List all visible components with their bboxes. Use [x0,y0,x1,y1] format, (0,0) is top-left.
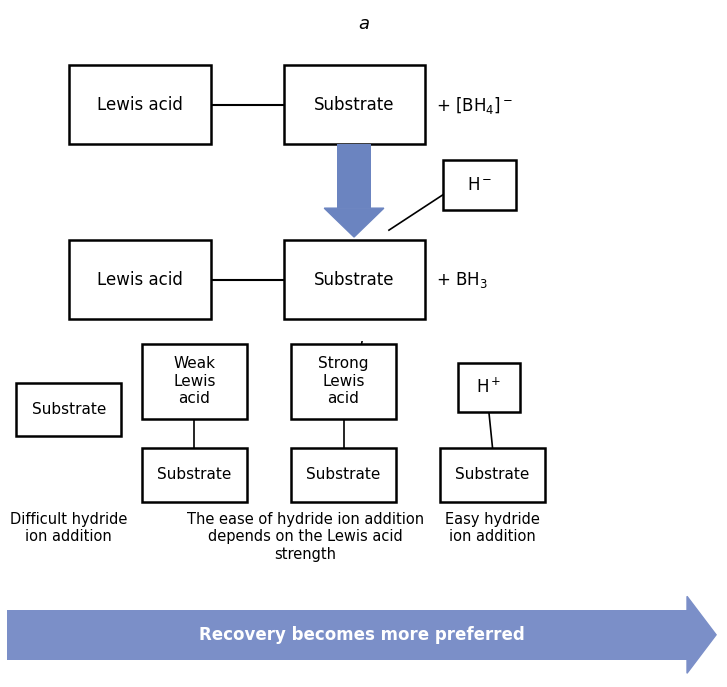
Text: + BH$_3$: + BH$_3$ [436,270,488,291]
FancyBboxPatch shape [337,144,371,208]
Text: Substrate: Substrate [306,467,381,482]
FancyBboxPatch shape [443,160,516,210]
Polygon shape [687,596,716,673]
FancyBboxPatch shape [16,383,121,436]
FancyBboxPatch shape [291,344,396,419]
Text: Substrate: Substrate [455,467,530,482]
Text: Difficult hydride
ion addition: Difficult hydride ion addition [9,512,127,544]
Polygon shape [324,208,384,237]
FancyBboxPatch shape [440,448,545,502]
Text: Substrate: Substrate [157,467,232,482]
FancyBboxPatch shape [69,65,211,144]
FancyBboxPatch shape [142,344,247,419]
Text: The ease of hydride ion addition
depends on the Lewis acid
strength: The ease of hydride ion addition depends… [187,512,424,561]
FancyBboxPatch shape [7,610,687,660]
Text: Lewis acid: Lewis acid [97,271,183,289]
Text: Lewis acid: Lewis acid [97,95,183,114]
FancyBboxPatch shape [291,448,396,502]
Text: b: b [358,341,369,359]
Text: Recovery becomes more preferred: Recovery becomes more preferred [198,626,525,644]
Text: Weak
Lewis
acid: Weak Lewis acid [173,357,216,406]
Text: Substrate: Substrate [314,271,395,289]
FancyBboxPatch shape [458,363,520,412]
Text: a: a [358,15,369,33]
FancyBboxPatch shape [142,448,247,502]
Text: Strong
Lewis
acid: Strong Lewis acid [318,357,369,406]
Text: Substrate: Substrate [314,95,395,114]
FancyBboxPatch shape [69,240,211,319]
Text: H$^+$: H$^+$ [476,378,502,397]
Text: + [BH$_4$]$^-$: + [BH$_4$]$^-$ [436,95,513,115]
FancyBboxPatch shape [284,65,425,144]
FancyBboxPatch shape [284,240,425,319]
Text: H$^-$: H$^-$ [467,176,493,194]
Text: Easy hydride
ion addition: Easy hydride ion addition [445,512,539,544]
Text: Substrate: Substrate [31,402,106,417]
